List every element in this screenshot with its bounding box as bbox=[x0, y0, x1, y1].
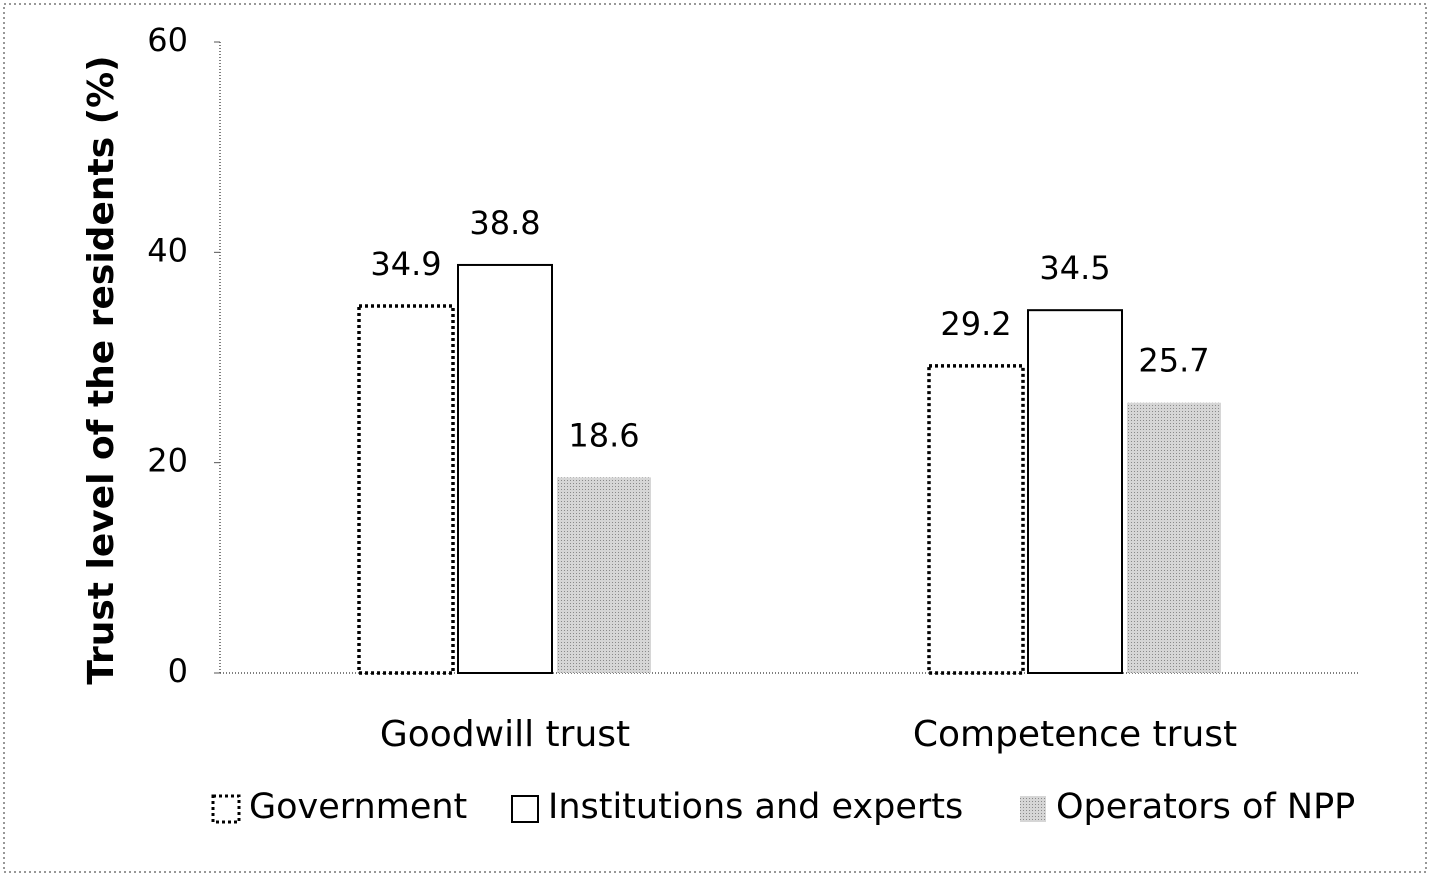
data-label: 29.2 bbox=[940, 305, 1011, 343]
legend-label: Government bbox=[249, 787, 467, 827]
legend-label: Institutions and experts bbox=[548, 787, 963, 827]
bar bbox=[557, 477, 651, 673]
bar bbox=[1027, 309, 1123, 674]
y-axis-label: Trust level of the residents (%) bbox=[81, 55, 122, 684]
x-tick-label: Goodwill trust bbox=[380, 714, 630, 755]
data-label: 25.7 bbox=[1138, 342, 1209, 380]
y-tick-label: 0 bbox=[168, 652, 188, 690]
legend-swatch bbox=[211, 794, 241, 824]
bar bbox=[457, 263, 553, 674]
legend-label: Operators of NPP bbox=[1056, 787, 1355, 827]
legend-swatch bbox=[1020, 796, 1046, 822]
y-tick-label: 60 bbox=[147, 21, 188, 59]
data-label: 34.9 bbox=[370, 245, 441, 283]
y-tick-label: 40 bbox=[147, 231, 188, 269]
bar bbox=[1127, 402, 1221, 673]
legend-swatch bbox=[511, 795, 539, 823]
data-label: 34.5 bbox=[1039, 249, 1110, 287]
data-label: 38.8 bbox=[469, 204, 540, 242]
frame bbox=[3, 3, 1427, 873]
bar bbox=[927, 364, 1025, 675]
data-label: 18.6 bbox=[568, 416, 639, 454]
x-tick-label: Competence trust bbox=[913, 714, 1237, 755]
y-tick-label: 20 bbox=[147, 442, 188, 480]
bar bbox=[357, 304, 455, 675]
